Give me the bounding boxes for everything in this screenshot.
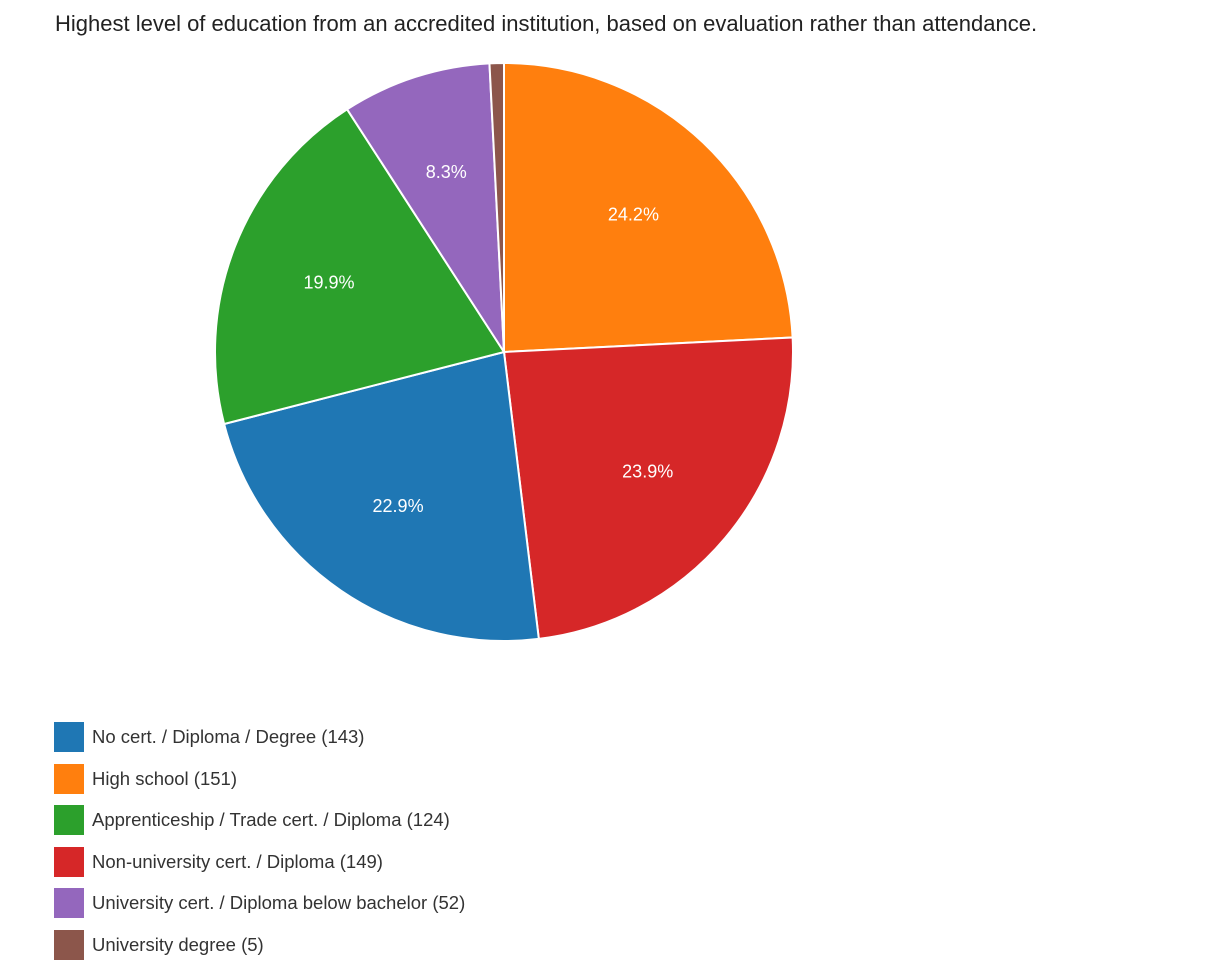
legend-item[interactable]: University degree (5) — [54, 930, 465, 960]
legend-label: High school (151) — [92, 768, 237, 790]
legend-label: University degree (5) — [92, 934, 264, 956]
legend-swatch — [54, 888, 84, 918]
legend-item[interactable]: Non-university cert. / Diploma (149) — [54, 847, 465, 877]
legend-item[interactable]: High school (151) — [54, 764, 465, 794]
slice-percent-label: 23.9% — [622, 462, 673, 482]
legend-label: Apprenticeship / Trade cert. / Diploma (… — [92, 809, 450, 831]
slice-percent-label: 22.9% — [373, 496, 424, 516]
legend: No cert. / Diploma / Degree (143) High s… — [54, 722, 465, 972]
pie-slice[interactable] — [504, 337, 793, 638]
legend-label: No cert. / Diploma / Degree (143) — [92, 726, 364, 748]
legend-swatch — [54, 930, 84, 960]
legend-item[interactable]: Apprenticeship / Trade cert. / Diploma (… — [54, 805, 465, 835]
legend-swatch — [54, 805, 84, 835]
slice-percent-label: 19.9% — [304, 272, 355, 292]
legend-item[interactable]: No cert. / Diploma / Degree (143) — [54, 722, 465, 752]
legend-label: Non-university cert. / Diploma (149) — [92, 851, 383, 873]
legend-swatch — [54, 847, 84, 877]
pie-slices — [215, 63, 793, 641]
slice-percent-label: 8.3% — [426, 162, 467, 182]
legend-swatch — [54, 722, 84, 752]
legend-label: University cert. / Diploma below bachelo… — [92, 892, 465, 914]
slice-percent-label: 24.2% — [608, 205, 659, 225]
legend-item[interactable]: University cert. / Diploma below bachelo… — [54, 888, 465, 918]
pie-chart: 24.2% 23.9% 22.9% 19.9% 8.3% — [0, 0, 1224, 700]
legend-swatch — [54, 764, 84, 794]
